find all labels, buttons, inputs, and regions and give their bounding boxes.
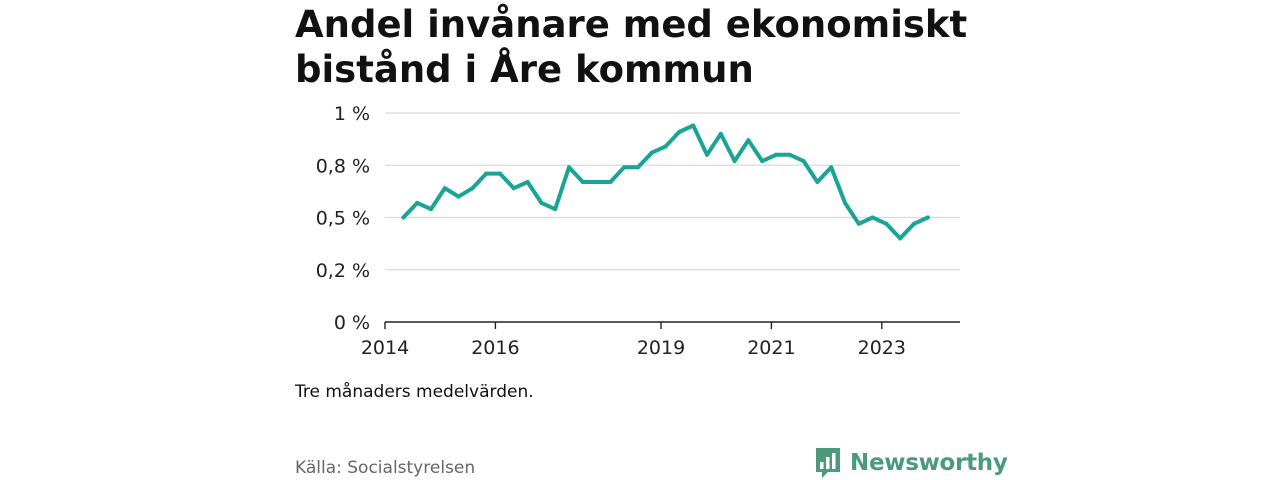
data-point xyxy=(511,186,516,191)
data-point xyxy=(401,215,406,220)
data-point xyxy=(429,207,433,212)
data-point xyxy=(553,207,558,212)
y-tick-label: 0,8 % xyxy=(316,155,370,177)
x-tick-label: 2021 xyxy=(747,337,795,359)
data-point xyxy=(912,221,916,226)
brand-logo[interactable]: Newsworthy xyxy=(814,446,1008,480)
data-point xyxy=(925,215,930,220)
data-point xyxy=(801,159,806,164)
data-point xyxy=(470,186,475,191)
y-tick-label: 1 % xyxy=(334,103,370,125)
data-point xyxy=(484,171,489,176)
data-point xyxy=(884,221,889,226)
data-point xyxy=(843,200,847,205)
y-axis-ticks: 0 % 0,2 % 0,5 % 0,8 % 1 % xyxy=(316,103,370,334)
data-point xyxy=(525,180,530,184)
data-point xyxy=(456,194,461,199)
data-point xyxy=(663,144,668,149)
series-layer xyxy=(401,123,930,241)
x-tick-label: 2016 xyxy=(471,337,519,359)
bar-chart-speech-bubble-icon xyxy=(816,448,840,478)
data-point xyxy=(415,200,420,205)
data-point xyxy=(594,180,599,184)
x-tick-label: 2014 xyxy=(361,337,409,359)
data-point xyxy=(649,150,654,155)
x-tick-label: 2023 xyxy=(858,337,906,359)
data-point xyxy=(539,200,544,205)
line-chart: 0 %0,2 %0,5 %0,8 %1 % 2014 2016 2019 2021 20… xyxy=(316,103,960,359)
x-axis-ticks: 2014 2016 2019 2021 2023 xyxy=(361,322,906,359)
data-point xyxy=(732,159,737,164)
data-point xyxy=(815,180,820,184)
data-point xyxy=(856,221,861,226)
data-point xyxy=(898,236,903,241)
data-point xyxy=(774,152,778,157)
y-tick-label: 0 % xyxy=(334,312,370,334)
data-point xyxy=(608,180,613,184)
data-point xyxy=(787,152,792,157)
chart-note: Tre månaders medelvärden. xyxy=(295,382,534,402)
series-line xyxy=(401,123,930,241)
y-tick-label: 0,2 % xyxy=(316,260,370,282)
data-point xyxy=(580,180,585,184)
data-point xyxy=(705,152,709,157)
data-point xyxy=(498,171,502,176)
chart-title: Andel invånare med ekonomiskt bistånd i … xyxy=(295,3,968,91)
data-point xyxy=(746,138,751,143)
y-tick-label: 0,5 % xyxy=(316,208,370,230)
data-point xyxy=(677,129,682,134)
data-point xyxy=(829,165,834,170)
source-text: Källa: Socialstyrelsen xyxy=(295,458,476,478)
data-point xyxy=(760,159,765,164)
grid-lines xyxy=(385,112,960,271)
data-point xyxy=(622,165,627,170)
data-point xyxy=(691,123,696,128)
x-tick-label: 2019 xyxy=(637,337,685,359)
data-point xyxy=(636,165,640,170)
brand-name: Newsworthy xyxy=(850,450,1008,476)
data-point xyxy=(442,186,447,191)
data-point xyxy=(718,131,723,136)
data-point xyxy=(870,215,875,220)
data-point xyxy=(567,165,571,170)
